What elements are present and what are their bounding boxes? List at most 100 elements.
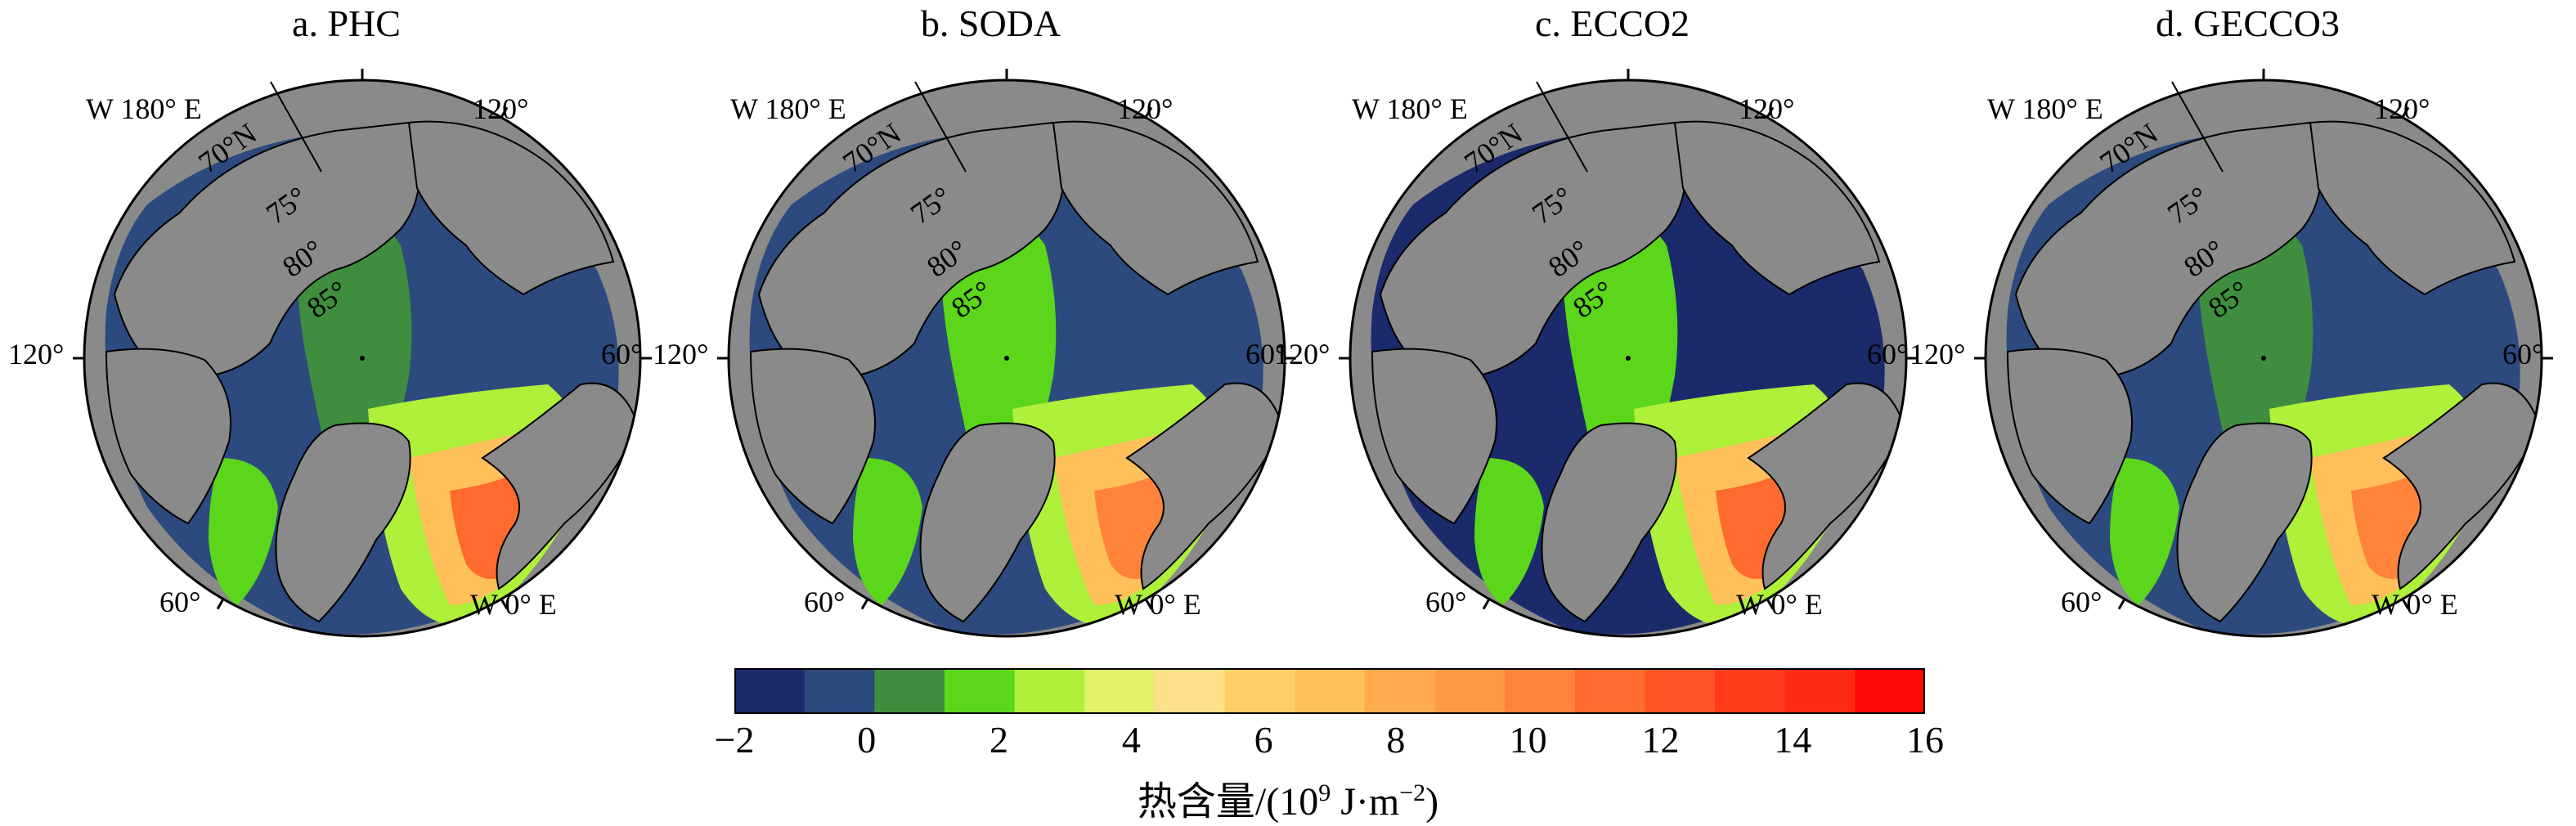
label-prime-meridian: W 0° E (1115, 588, 1201, 621)
panel-title: a. PHC (292, 2, 401, 44)
colorbar-title: 热含量/(109 J·m−2) (1137, 779, 1439, 824)
longitude-tick (2117, 598, 2126, 610)
landmass-canada (749, 348, 876, 525)
label-dateline: W 180° E (86, 92, 202, 125)
longitude-tick (1482, 598, 1491, 610)
label-60e: 60° (601, 338, 643, 370)
colorbar-tick-label: 10 (1509, 719, 1547, 761)
north-pole-marker (1626, 356, 1631, 361)
longitude-tick (1766, 598, 1775, 610)
colorbar (734, 668, 1925, 714)
label-120e: 120° (473, 92, 529, 125)
longitude-tick (1766, 106, 1775, 119)
label-120w: 120° (1274, 338, 1331, 370)
north-pole-marker (360, 356, 365, 361)
landmass-russia-east (2309, 120, 2516, 296)
longitude-tick (1144, 106, 1153, 119)
colorbar-segment (944, 668, 1016, 714)
colorbar-tick-label: 14 (1774, 719, 1812, 761)
colorbar-tick-label: 6 (1254, 719, 1273, 761)
colorbar-segment (1014, 668, 1085, 714)
label-60e: 60° (1245, 338, 1287, 370)
panel-title: b. SODA (920, 2, 1061, 44)
colorbar-tick-label: 2 (990, 719, 1009, 761)
polar-map (717, 69, 1296, 638)
colorbar-tick-label: −2 (714, 719, 755, 761)
label-60e: 60° (1867, 338, 1909, 370)
map-panel-1: a. PHC W 180° E 120° 120° 60° 60° W 0° E 70°N 75… (8, 0, 668, 654)
colorbar-tick-label: 4 (1121, 719, 1141, 761)
colorbar-tick-label: 12 (1641, 719, 1680, 761)
label-120w: 120° (1910, 338, 1966, 370)
colorbar-segment (1154, 668, 1226, 714)
label-60w: 60° (2061, 586, 2103, 618)
landmass-russia-east (1052, 120, 1259, 296)
longitude-tick (216, 598, 225, 610)
colorbar-segment (1574, 668, 1645, 714)
dateline-pointer (1536, 81, 1588, 173)
polar-map (1339, 69, 1918, 638)
panel-title: c. ECCO2 (1534, 2, 1690, 44)
colorbar-segment (804, 668, 875, 714)
map-panel-3: c. ECCO2 W 180° E 120° 120° 60° 60° W 0° E 70°N… (1274, 0, 1934, 654)
polar-map (73, 69, 652, 638)
label-120e: 120° (1739, 92, 1795, 125)
colorbar-segment (1784, 668, 1856, 714)
dateline-pointer (2171, 81, 2224, 173)
colorbar-segment (1364, 668, 1435, 714)
label-120e: 120° (2374, 92, 2430, 125)
longitude-tick (500, 598, 509, 610)
landmass-greenland (2176, 422, 2313, 623)
landmass-canada (105, 348, 231, 525)
landmass-siberia (757, 121, 1065, 379)
label-dateline: W 180° E (730, 92, 846, 125)
label-60w: 60° (1425, 586, 1467, 618)
colorbar-segment (874, 668, 945, 714)
longitude-tick (1144, 598, 1153, 610)
landmass-canada (1371, 348, 1497, 525)
colorbar-frame (734, 668, 1925, 714)
colorbar-segment (1855, 668, 1925, 714)
landmass-greenland (919, 422, 1056, 623)
panel-title: d. GECCO3 (2156, 2, 2340, 44)
label-prime-meridian: W 0° E (470, 588, 557, 621)
label-dateline: W 180° E (1352, 92, 1468, 125)
colorbar-segment (1434, 668, 1506, 714)
longitude-tick (500, 106, 509, 119)
map-panel-2: b. SODA W 180° E 120° 120° 60° 60° W 0° E 70°N 7… (653, 0, 1313, 654)
landmass-russia-east (1673, 120, 1881, 296)
landmass-canada (2006, 348, 2133, 525)
landmass-siberia (2014, 121, 2322, 379)
colorbar-segment (1084, 668, 1156, 714)
colorbar-segment (1295, 668, 1366, 714)
label-prime-meridian: W 0° E (2372, 588, 2458, 621)
landmass-scandinavia (1747, 382, 1905, 590)
colorbar-segment (1715, 668, 1786, 714)
colorbar-tick-label: 16 (1906, 719, 1944, 761)
dateline-pointer (914, 81, 967, 173)
colorbar-segment (1224, 668, 1295, 714)
colorbar-segment (734, 668, 806, 714)
dateline-pointer (270, 81, 322, 173)
landmass-scandinavia (481, 382, 640, 590)
label-dateline: W 180° E (1987, 92, 2103, 125)
label-prime-meridian: W 0° E (1736, 588, 1823, 621)
label-120e: 120° (1117, 92, 1174, 125)
colorbar-segment (1505, 668, 1576, 714)
label-60e: 60° (2502, 338, 2544, 370)
longitude-tick (2401, 598, 2410, 610)
colorbar-segment (1645, 668, 1716, 714)
label-60w: 60° (804, 586, 846, 618)
baffin-bay (1474, 458, 1544, 605)
landmass-siberia (1379, 121, 1686, 379)
landmass-scandinavia (1125, 382, 1284, 590)
colorbar-tick-label: 8 (1386, 719, 1406, 761)
north-pole-marker (1004, 356, 1009, 361)
label-60w: 60° (159, 586, 201, 618)
landmass-siberia (113, 121, 420, 379)
landmass-greenland (1541, 422, 1677, 623)
polar-map (1974, 69, 2553, 638)
map-panel-4: d. GECCO3 W 180° E 120° 120° 60° 60° W 0° E 70°… (1910, 0, 2569, 654)
longitude-tick (2401, 106, 2410, 119)
longitude-tick (860, 598, 869, 610)
